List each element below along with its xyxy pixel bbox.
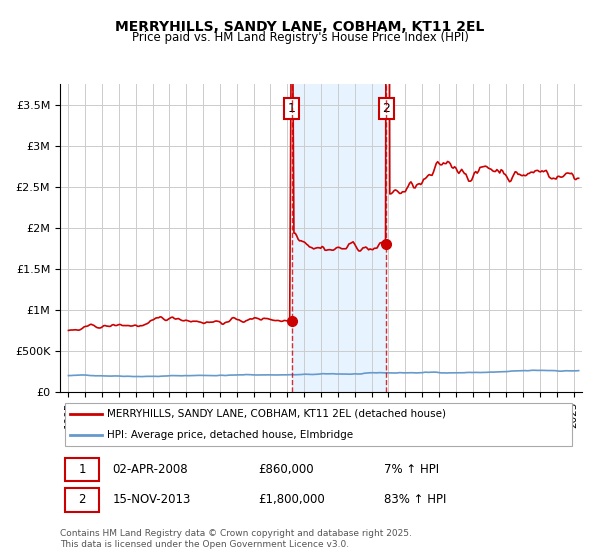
FancyBboxPatch shape (65, 488, 99, 512)
Text: Price paid vs. HM Land Registry's House Price Index (HPI): Price paid vs. HM Land Registry's House … (131, 31, 469, 44)
Text: 02-APR-2008: 02-APR-2008 (112, 463, 188, 476)
Text: MERRYHILLS, SANDY LANE, COBHAM, KT11 2EL (detached house): MERRYHILLS, SANDY LANE, COBHAM, KT11 2EL… (107, 409, 446, 419)
Text: Contains HM Land Registry data © Crown copyright and database right 2025.
This d: Contains HM Land Registry data © Crown c… (60, 529, 412, 549)
Text: £1,800,000: £1,800,000 (259, 493, 325, 506)
Text: 2: 2 (382, 102, 390, 115)
FancyBboxPatch shape (65, 458, 99, 481)
Text: 2: 2 (78, 493, 86, 506)
FancyBboxPatch shape (65, 403, 572, 446)
Text: MERRYHILLS, SANDY LANE, COBHAM, KT11 2EL: MERRYHILLS, SANDY LANE, COBHAM, KT11 2EL (115, 20, 485, 34)
Text: 83% ↑ HPI: 83% ↑ HPI (383, 493, 446, 506)
Text: 1: 1 (287, 102, 295, 115)
Text: 15-NOV-2013: 15-NOV-2013 (112, 493, 191, 506)
Text: 1: 1 (78, 463, 86, 476)
Text: £860,000: £860,000 (259, 463, 314, 476)
Text: 7% ↑ HPI: 7% ↑ HPI (383, 463, 439, 476)
Text: HPI: Average price, detached house, Elmbridge: HPI: Average price, detached house, Elmb… (107, 430, 353, 440)
